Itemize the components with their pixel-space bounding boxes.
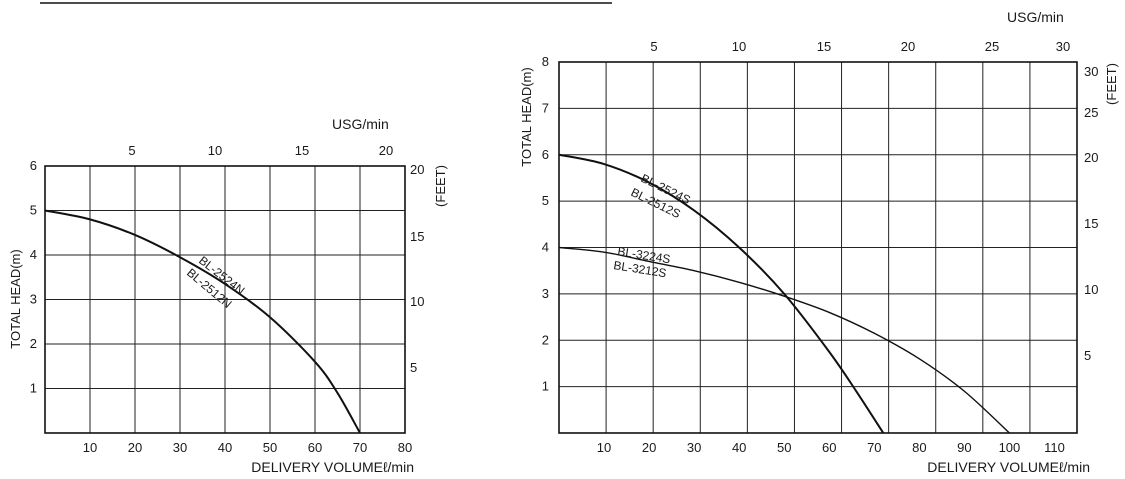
series-curve — [558, 153, 885, 434]
x-tick-label: 20 — [642, 440, 656, 455]
x-axis-title: DELIVERY VOLUMEℓ/min — [927, 459, 1090, 475]
right-axis-title: (FEET) — [1104, 63, 1119, 105]
x-tick-label: 100 — [999, 440, 1021, 455]
top-tick-label: 5 — [128, 143, 135, 158]
y-tick-label: 6 — [542, 147, 549, 162]
top-tick-label: 25 — [985, 39, 999, 54]
y-axis-title: TOTAL HEAD(m) — [8, 249, 23, 348]
right-tick-label: 15 — [410, 229, 424, 244]
top-tick-label: 5 — [650, 39, 657, 54]
top-tick-label: 15 — [817, 39, 831, 54]
plot-frame — [44, 165, 406, 434]
y-tick-label: 4 — [542, 240, 549, 255]
top-axis-title: USG/min — [332, 116, 389, 132]
right-tick-label: 30 — [1084, 64, 1098, 79]
y-tick-label: 2 — [30, 336, 37, 351]
series-curve — [558, 246, 1010, 434]
y-tick-label: 7 — [542, 100, 549, 115]
right-tick-label: 5 — [1084, 348, 1091, 363]
top-axis-title: USG/min — [1007, 9, 1064, 25]
right-tick-label: 15 — [1084, 216, 1098, 231]
y-tick-label: 1 — [30, 381, 37, 396]
top-tick-label: 20 — [901, 39, 915, 54]
x-tick-label: 50 — [263, 440, 277, 455]
x-tick-label: 80 — [398, 440, 412, 455]
right-tick-label: 5 — [410, 360, 417, 375]
x-tick-label: 10 — [597, 440, 611, 455]
x-tick-label: 60 — [822, 440, 836, 455]
top-tick-label: 10 — [732, 39, 746, 54]
x-tick-label: 20 — [128, 440, 142, 455]
right-tick-label: 10 — [410, 294, 424, 309]
x-tick-label: 110 — [1044, 440, 1065, 455]
x-tick-label: 40 — [732, 440, 746, 455]
x-axis-title: DELIVERY VOLUMEℓ/min — [251, 459, 414, 475]
y-tick-label: 1 — [542, 379, 549, 394]
x-tick-label: 30 — [173, 440, 187, 455]
x-tick-label: 30 — [687, 440, 701, 455]
top-tick-label: 20 — [379, 143, 393, 158]
top-tick-label: 15 — [295, 143, 309, 158]
right-tick-label: 25 — [1084, 105, 1098, 120]
chart-bl-25-n: 10 20 30 40 50 60 70 80 1 2 3 4 5 6 5 10 15 20 5 10 15 20 USG/… — [8, 116, 448, 475]
x-tick-label: 40 — [218, 440, 232, 455]
x-tick-label: 50 — [777, 440, 791, 455]
y-tick-label: 5 — [542, 193, 549, 208]
x-tick-label: 60 — [308, 440, 322, 455]
top-tick-label: 10 — [208, 143, 222, 158]
y-tick-label: 5 — [30, 203, 37, 218]
right-tick-label: 10 — [1084, 282, 1098, 297]
y-tick-label: 2 — [542, 332, 549, 347]
y-tick-label: 8 — [542, 54, 549, 69]
x-tick-label: 70 — [353, 440, 367, 455]
y-axis-title: TOTAL HEAD(m) — [519, 67, 534, 166]
series-curve — [44, 209, 361, 434]
right-axis-title: (FEET) — [433, 165, 448, 207]
chart-bl-25-s-32-s: 10 20 30 40 50 60 70 80 90 100 110 1 2 3 4 5 6 7 8 5 10 15 20 2… — [519, 9, 1119, 475]
right-tick-label: 20 — [1084, 150, 1098, 165]
right-tick-label: 20 — [410, 162, 424, 177]
x-tick-label: 80 — [912, 440, 926, 455]
x-tick-label: 10 — [83, 440, 97, 455]
y-tick-label: 6 — [30, 158, 37, 173]
y-tick-label: 4 — [30, 247, 37, 262]
x-tick-label: 70 — [867, 440, 881, 455]
y-tick-label: 3 — [30, 292, 37, 307]
top-tick-label: 30 — [1056, 39, 1070, 54]
y-tick-label: 3 — [542, 286, 549, 301]
x-tick-label: 90 — [957, 440, 971, 455]
